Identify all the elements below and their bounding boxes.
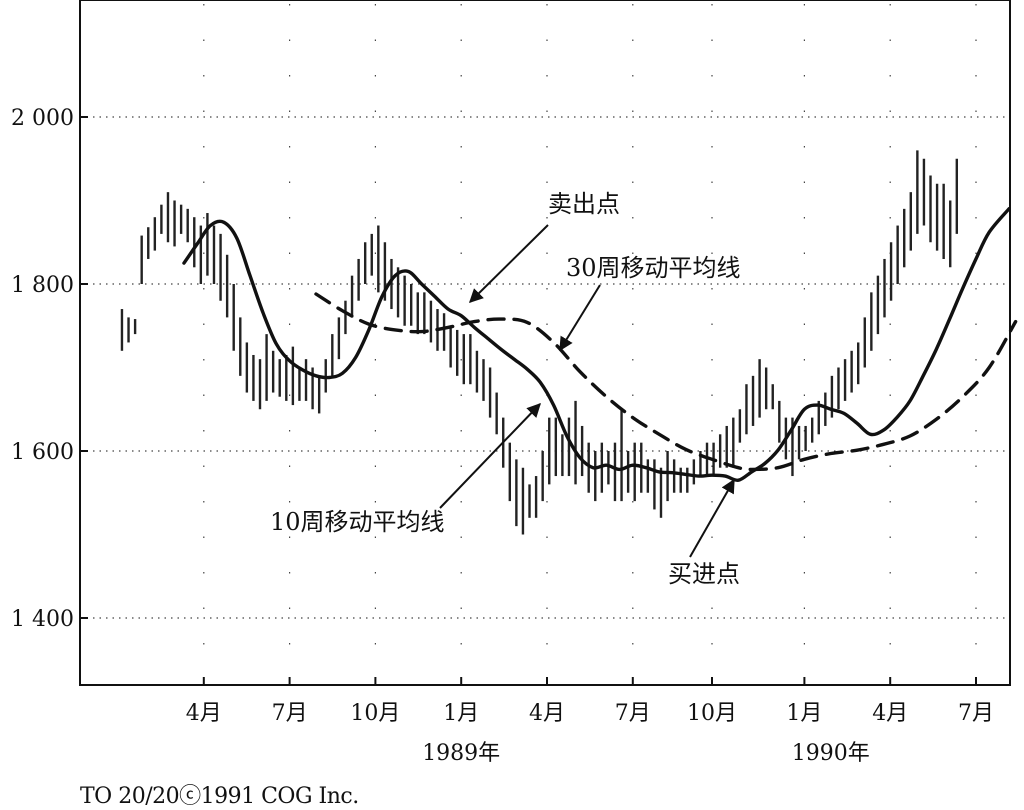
copyright-credit: TO 20/20ⓒ1991 COG Inc.: [80, 778, 359, 810]
x-tick-label: 1月: [443, 701, 479, 726]
price-bars: [122, 150, 957, 534]
annotation-arrow: [470, 225, 548, 302]
x-tick-label: 10月: [350, 701, 400, 726]
x-tick-label: 4月: [186, 701, 222, 726]
annotation-label: 10周移动平均线: [270, 508, 445, 536]
x-tick-label: 7月: [615, 701, 651, 726]
y-tick-label: 1 800: [11, 273, 74, 298]
y-tick-label: 1 400: [11, 607, 74, 632]
annotation-label: 买进点: [668, 560, 740, 588]
annotation-label: 卖出点: [548, 190, 620, 218]
annotation-label: 30周移动平均线: [566, 254, 741, 282]
year-label: 1990年: [792, 741, 870, 766]
x-tick-label: 1月: [786, 701, 822, 726]
x-tick-label: 4月: [872, 701, 908, 726]
ma30-line: [316, 294, 1016, 469]
x-tick-label: 4月: [529, 701, 565, 726]
ma10-line: [184, 209, 1009, 480]
x-tick-label: 7月: [958, 701, 994, 726]
annotation-arrow: [560, 285, 600, 350]
gridlines: [80, 4, 1024, 685]
annotation-arrow: [690, 480, 734, 557]
x-tick-label: 7月: [272, 701, 308, 726]
x-tick-label: 10月: [687, 701, 737, 726]
annotation-arrow: [440, 404, 540, 508]
y-tick-label: 2 000: [11, 106, 74, 131]
year-label: 1989年: [422, 741, 500, 766]
y-tick-label: 1 600: [11, 440, 74, 465]
